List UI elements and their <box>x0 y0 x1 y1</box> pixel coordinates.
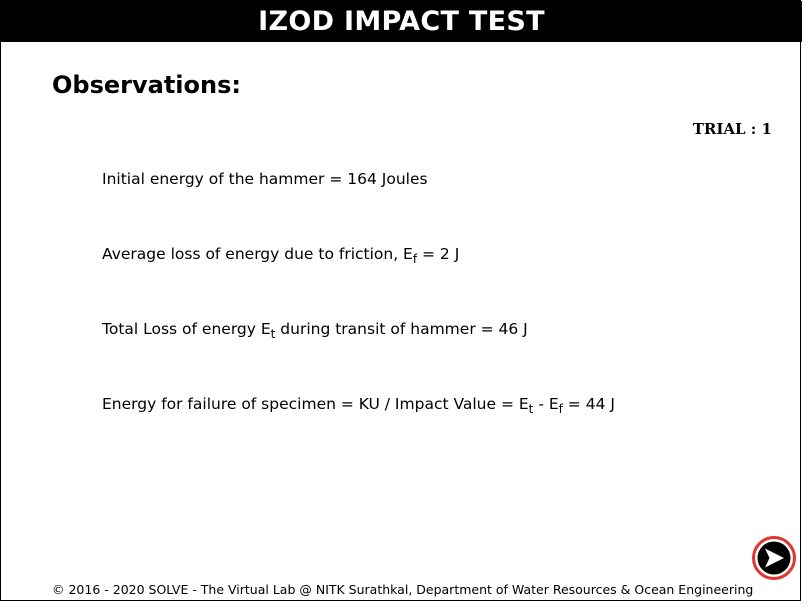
observation-text: - E <box>533 395 559 413</box>
next-arrow-icon <box>752 536 796 580</box>
observation-text: Energy for failure of specimen = KU / Im… <box>102 395 529 413</box>
observations-heading: Observations: <box>52 71 241 99</box>
page-title: IZOD IMPACT TEST <box>1 1 802 42</box>
footer-copyright: © 2016 - 2020 SOLVE - The Virtual Lab @ … <box>52 582 754 597</box>
subscript: f <box>558 402 563 416</box>
observation-text: Average loss of energy due to friction, … <box>102 245 413 263</box>
trial-label: TRIAL : 1 <box>692 120 772 138</box>
observation-failure-energy: Energy for failure of specimen = KU / Im… <box>102 395 615 416</box>
observation-total-loss: Total Loss of energy Et during transit o… <box>102 320 528 341</box>
subscript: t <box>528 402 534 416</box>
observation-text: Total Loss of energy E <box>102 320 271 338</box>
observation-text: Initial energy of the hammer = 164 Joule… <box>102 170 428 188</box>
observation-initial-energy: Initial energy of the hammer = 164 Joule… <box>102 170 428 188</box>
subscript: f <box>412 252 418 266</box>
next-button[interactable] <box>752 536 796 580</box>
observation-text: during transit of hammer = 46 J <box>275 320 528 338</box>
observation-text: = 2 J <box>417 245 460 263</box>
observation-text: = 44 J <box>562 395 615 413</box>
observation-friction-loss: Average loss of energy due to friction, … <box>102 245 460 266</box>
subscript: t <box>270 327 276 341</box>
